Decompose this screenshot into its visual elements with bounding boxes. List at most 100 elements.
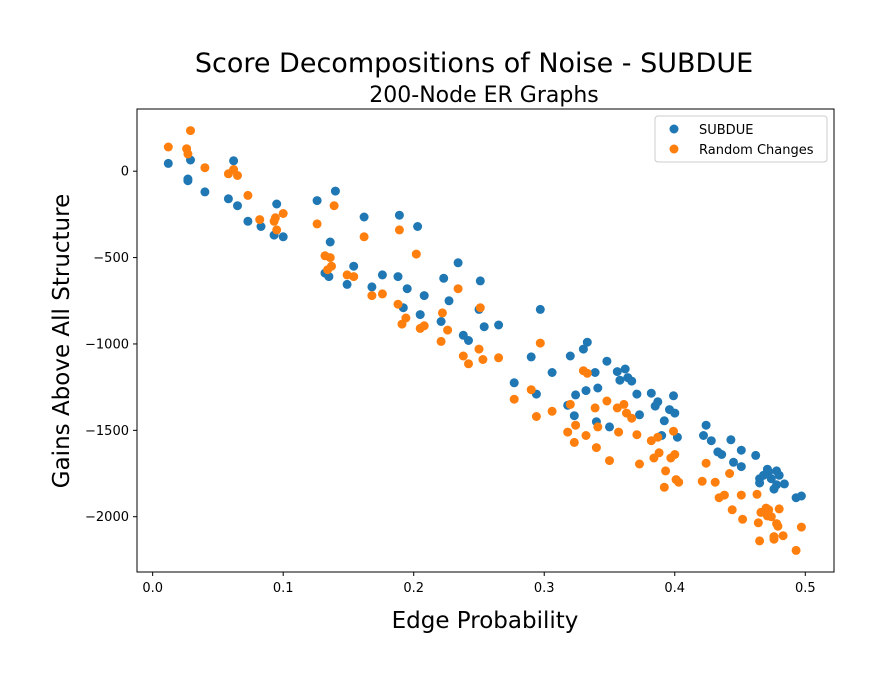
- random-changes-point-42: [509, 394, 519, 404]
- y-tick-label: −1500: [85, 424, 129, 439]
- random-changes-point-86: [752, 489, 762, 499]
- x-axis-label: Edge Probability: [392, 608, 579, 634]
- subdue-point-18: [342, 279, 352, 289]
- subdue-point-35: [464, 336, 473, 345]
- random-changes-point-70: [659, 482, 669, 492]
- subdue-point-13: [312, 196, 322, 206]
- x-tick-label: 0.2: [403, 581, 424, 596]
- subdue-point-37: [475, 276, 485, 286]
- random-changes-point-97: [773, 521, 783, 531]
- y-tick-label: 0: [121, 165, 129, 180]
- random-changes-point-100: [791, 545, 801, 555]
- subdue-point-2: [183, 174, 193, 184]
- random-changes-point-36: [458, 351, 468, 361]
- subdue-point-39: [494, 320, 504, 330]
- random-changes-point-69: [654, 448, 664, 458]
- random-changes-point-63: [627, 413, 637, 423]
- random-changes-point-21: [349, 272, 359, 282]
- legend-box: [654, 115, 828, 163]
- x-tick-label: 0.3: [534, 581, 555, 596]
- subdue-point-90: [772, 480, 782, 490]
- random-changes-point-56: [593, 422, 603, 432]
- subdue-point-5: [223, 194, 233, 204]
- subdue-point-8: [243, 216, 253, 226]
- data-points: [163, 126, 806, 555]
- random-changes-point-65: [635, 459, 644, 469]
- random-changes-point-49: [569, 437, 579, 447]
- subdue-point-84: [755, 478, 765, 488]
- subdue-point-27: [413, 222, 423, 231]
- random-changes-point-88: [755, 536, 765, 546]
- subdue-point-70: [669, 391, 678, 401]
- random-changes-point-40: [478, 355, 488, 364]
- subdue-point-92: [774, 470, 784, 480]
- subdue-point-7: [233, 201, 242, 211]
- random-changes-point-18: [327, 261, 336, 271]
- random-changes-point-92: [764, 505, 774, 515]
- subdue-point-75: [706, 436, 716, 446]
- random-changes-point-54: [590, 403, 600, 413]
- subdue-point-6: [229, 156, 239, 166]
- random-changes-point-52: [581, 431, 591, 440]
- subdue-point-74: [699, 431, 708, 440]
- random-changes-point-61: [619, 399, 629, 409]
- subdue-point-43: [535, 304, 545, 314]
- random-changes-point-28: [401, 313, 411, 323]
- subdue-point-17: [330, 186, 340, 196]
- subdue-point-62: [632, 389, 642, 399]
- subdue-point-63: [635, 410, 644, 420]
- subdue-point-33: [453, 258, 463, 268]
- subdue-point-53: [593, 383, 603, 393]
- y-axis: 0 −500 −1000 −1500 −2000: [85, 165, 137, 525]
- subdue-point-51: [582, 337, 592, 347]
- legend-label-subdue: SUBDUE: [699, 123, 753, 138]
- random-changes-point-83: [727, 505, 737, 515]
- random-changes-point-37: [464, 359, 473, 369]
- random-changes-point-39: [475, 303, 485, 313]
- subdue-point-88: [766, 474, 776, 484]
- subdue-point-68: [659, 416, 669, 426]
- subdue-point-78: [726, 435, 736, 445]
- random-changes-point-9: [255, 215, 265, 225]
- subdue-point-81: [736, 462, 746, 472]
- subdue-point-0: [163, 158, 173, 168]
- random-changes-point-34: [443, 325, 453, 335]
- subdue-point-66: [653, 397, 663, 407]
- random-changes-point-22: [359, 232, 369, 242]
- subdue-point-48: [571, 390, 581, 400]
- random-changes-point-59: [612, 403, 622, 413]
- random-changes-point-85: [738, 514, 748, 524]
- random-changes-point-87: [753, 518, 763, 528]
- subdue-point-21: [367, 282, 377, 292]
- random-changes-point-43: [526, 385, 536, 395]
- random-changes-point-17: [325, 253, 335, 263]
- subdue-point-26: [402, 284, 412, 294]
- legend-label-random-changes: Random Changes: [699, 143, 814, 158]
- subdue-point-32: [444, 296, 454, 306]
- subdue-point-47: [569, 411, 579, 421]
- random-changes-point-50: [571, 420, 581, 430]
- random-changes-point-71: [661, 466, 671, 476]
- subdue-point-28: [415, 310, 425, 320]
- random-changes-point-2: [183, 149, 193, 159]
- random-changes-point-84: [736, 490, 746, 500]
- random-changes-point-78: [701, 458, 711, 468]
- random-changes-point-7: [233, 171, 242, 180]
- x-tick-label: 0.0: [142, 581, 163, 596]
- legend-marker-subdue: [669, 124, 679, 134]
- random-changes-point-12: [272, 225, 282, 235]
- subdue-point-9: [256, 222, 266, 231]
- subdue-point-12: [278, 232, 288, 242]
- random-changes-point-81: [719, 490, 729, 500]
- random-changes-point-99: [778, 531, 788, 541]
- random-changes-point-76: [674, 477, 684, 487]
- random-changes-point-60: [614, 427, 624, 437]
- subdue-point-73: [701, 420, 711, 430]
- subdue-point-40: [509, 378, 519, 388]
- random-changes-point-55: [591, 443, 601, 453]
- subdue-point-52: [590, 368, 600, 377]
- random-changes-point-14: [312, 219, 322, 229]
- subdue-point-24: [394, 210, 404, 220]
- random-changes-point-0: [163, 142, 173, 152]
- random-changes-point-48: [565, 399, 575, 409]
